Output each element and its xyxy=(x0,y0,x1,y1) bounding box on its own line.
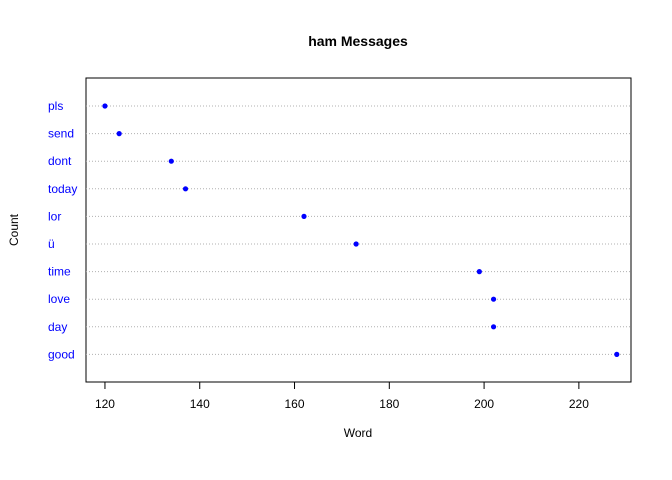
category-label: today xyxy=(48,182,77,196)
category-labels: good day love time ü lor today dont send pls xyxy=(48,99,77,361)
x-tick-label: 200 xyxy=(474,397,494,411)
data-point xyxy=(490,324,497,330)
data-points xyxy=(102,103,620,357)
data-point xyxy=(168,158,174,164)
x-axis-label: Word xyxy=(344,426,372,440)
category-label: time xyxy=(48,265,71,279)
y-axis-label: Count xyxy=(7,213,21,246)
category-label: good xyxy=(48,347,75,361)
category-label: day xyxy=(48,320,67,334)
data-point xyxy=(116,131,122,137)
chart-title: ham Messages xyxy=(308,33,408,49)
data-point xyxy=(182,186,189,192)
category-label: dont xyxy=(48,154,72,168)
x-tick-label: 140 xyxy=(190,397,210,411)
data-point xyxy=(102,103,108,109)
category-label: ü xyxy=(48,237,55,251)
x-tick-label: 160 xyxy=(285,397,305,411)
data-point xyxy=(614,351,620,357)
category-label: lor xyxy=(48,209,61,223)
grid-lines xyxy=(86,105,631,355)
category-label: love xyxy=(48,292,70,306)
x-tick-label: 220 xyxy=(569,397,589,411)
category-label: send xyxy=(48,127,74,141)
data-point xyxy=(490,296,497,302)
data-point xyxy=(476,269,482,275)
x-axis: 120 140 160 180 200 220 xyxy=(95,381,589,411)
x-tick-label: 120 xyxy=(95,397,115,411)
data-point xyxy=(301,213,307,219)
data-point xyxy=(353,241,359,247)
category-label: pls xyxy=(48,99,63,113)
plot-frame xyxy=(85,77,632,383)
x-tick-label: 180 xyxy=(379,397,399,411)
